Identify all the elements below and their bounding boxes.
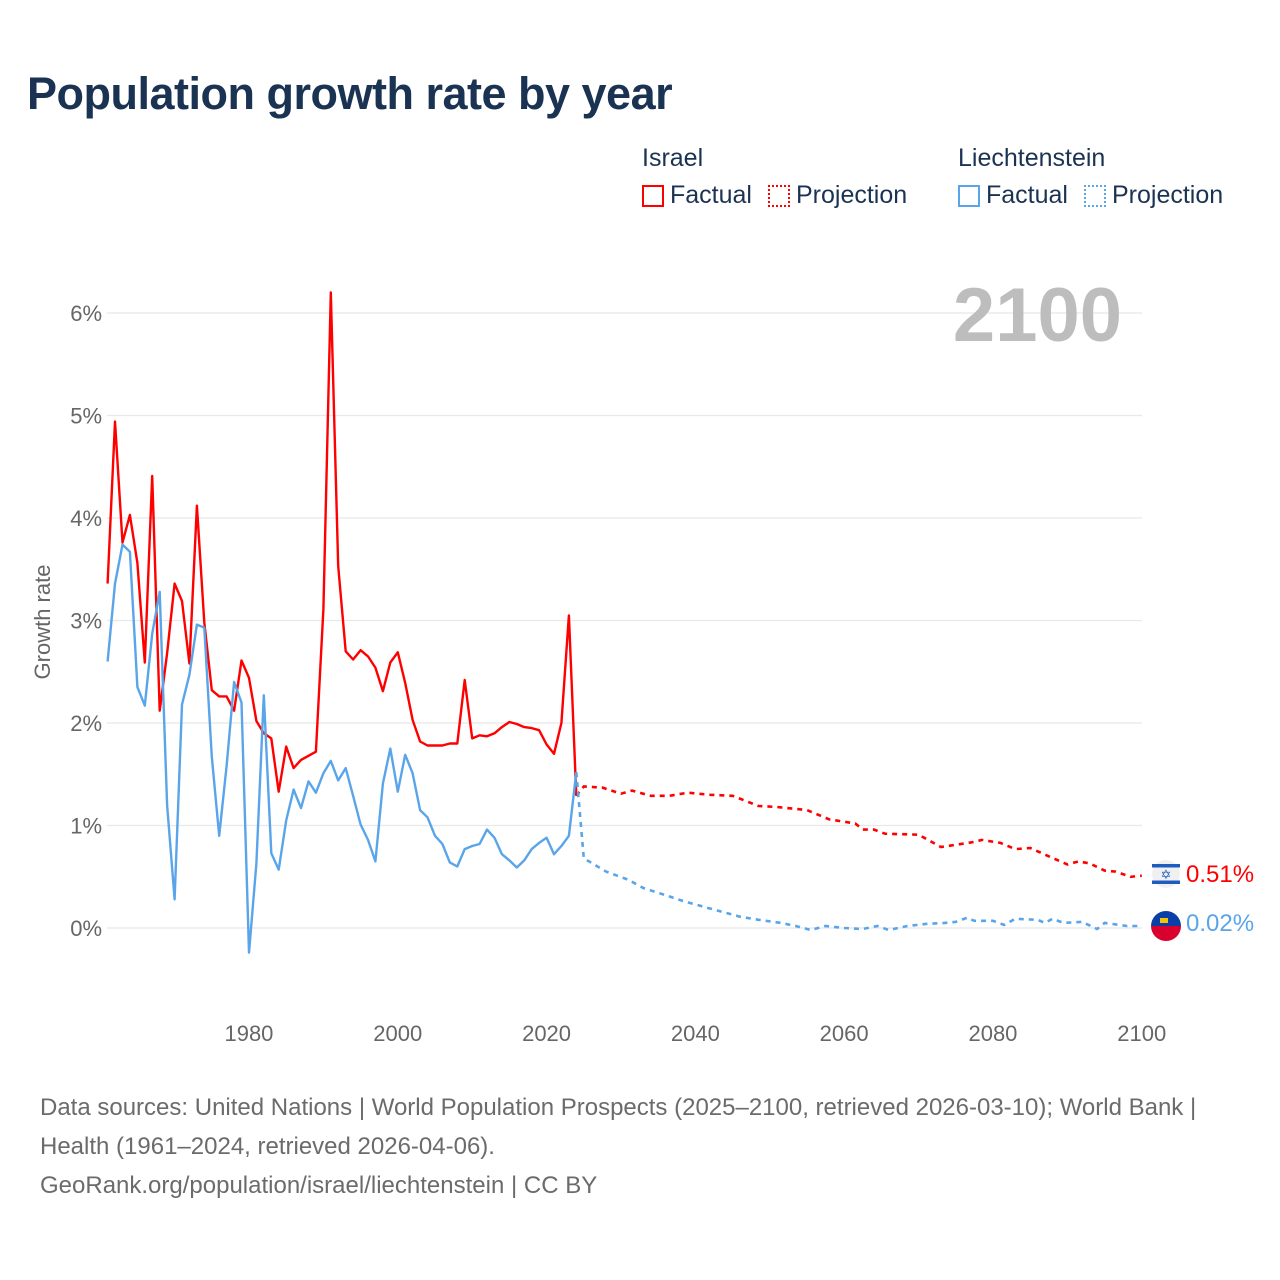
legend-liechtenstein-factual[interactable]: Factual — [958, 181, 1068, 210]
y-tick-label: 1% — [70, 814, 102, 839]
svg-text:✡: ✡ — [1161, 867, 1172, 882]
y-axis-label: Growth rate — [30, 565, 55, 680]
legend-group-israel: Israel Factual Projection — [642, 144, 907, 210]
legend-liechtenstein-projection[interactable]: Projection — [1083, 181, 1224, 210]
legend-israel-factual[interactable]: Factual — [642, 181, 752, 210]
x-tick-label: 2060 — [820, 1021, 869, 1046]
solid-line-swatch-icon — [958, 184, 980, 207]
current-year-indicator: 2100 — [952, 273, 1122, 358]
y-tick-label: 3% — [70, 609, 102, 634]
x-tick-label: 2000 — [373, 1021, 422, 1046]
legend-group-liechtenstein: Liechtenstein Factual Projection — [958, 144, 1223, 210]
legend-group-name: Liechtenstein — [958, 144, 1106, 172]
y-tick-label: 4% — [70, 506, 102, 531]
legend-label: Projection — [795, 181, 908, 209]
x-tick-label: 1980 — [224, 1021, 273, 1046]
israel-factual-line — [106, 291, 578, 796]
liechtenstein-factual-line — [106, 543, 578, 954]
data-sources-text: Data sources: United Nations | World Pop… — [40, 1094, 1197, 1160]
dotted-line-swatch-icon — [1083, 184, 1106, 207]
x-tick-label: 2100 — [1117, 1021, 1166, 1046]
legend-israel-projection[interactable]: Projection — [767, 181, 908, 210]
x-tick-label: 2080 — [968, 1021, 1017, 1046]
liechtenstein-flag-icon — [1151, 911, 1181, 941]
israel-projection-line — [575, 785, 1142, 879]
israel-flag-icon: ✡ — [1152, 860, 1180, 888]
y-tick-label: 5% — [70, 404, 102, 429]
legend-label: Factual — [670, 181, 752, 209]
y-tick-label: 2% — [70, 711, 102, 736]
legend-label: Factual — [986, 181, 1068, 209]
x-tick-label: 2020 — [522, 1021, 571, 1046]
liechtenstein-end-value-label: 0.02% — [1186, 910, 1254, 937]
y-tick-label: 0% — [70, 916, 102, 941]
legend-group-name: Israel — [642, 144, 704, 172]
israel-end-value-label: 0.51% — [1186, 861, 1254, 888]
dotted-line-swatch-icon — [767, 184, 790, 207]
solid-line-swatch-icon — [642, 184, 664, 207]
x-tick-label: 2040 — [671, 1021, 720, 1046]
legend-label: Projection — [1111, 181, 1224, 209]
footer: Data sources: United Nations | World Pop… — [40, 1088, 1230, 1205]
chart-title: Population growth rate by year — [27, 68, 673, 119]
credit-link[interactable]: GeoRank.org/population/israel/liechtenst… — [40, 1172, 598, 1199]
chart-plot: 0% 1% 2% 3% 4% 5% 6% 1980 2000 2020 2040 2060 2080 21… — [30, 291, 1254, 1046]
y-tick-label: 6% — [70, 301, 102, 326]
